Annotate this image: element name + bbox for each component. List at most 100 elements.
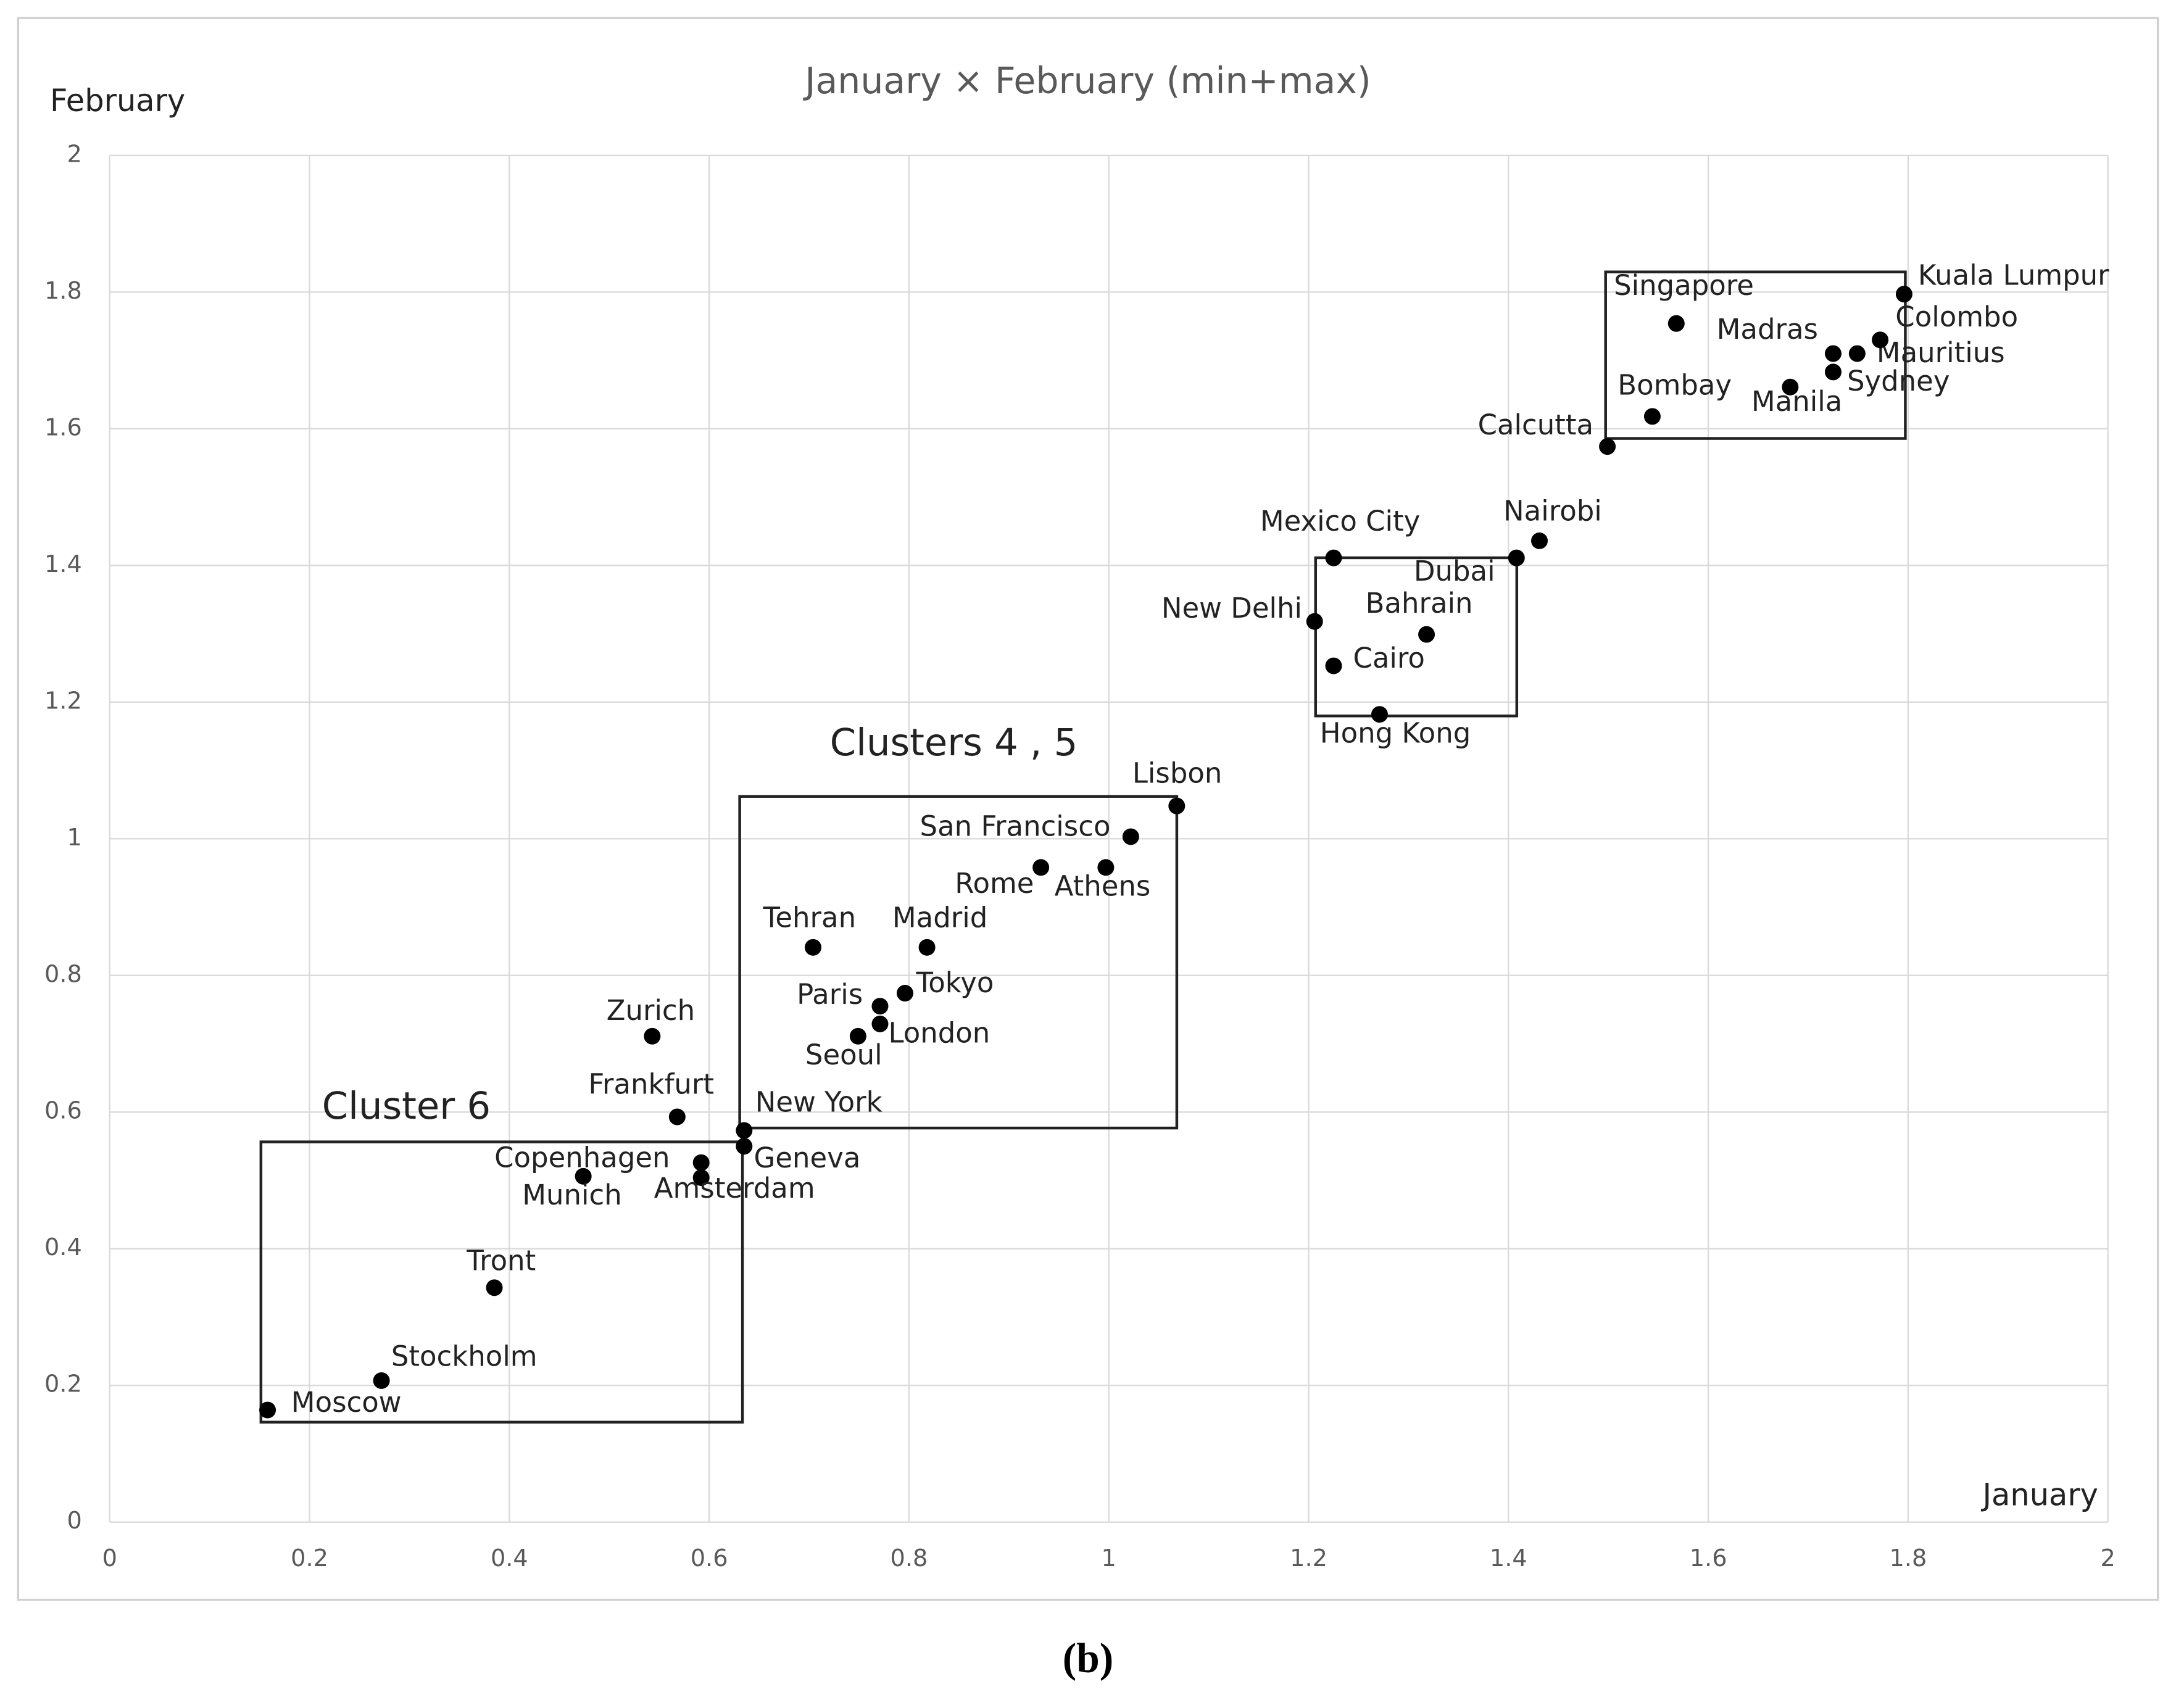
x-tick-label: 0.2 (291, 1545, 328, 1572)
x-tick-label: 1 (1102, 1545, 1116, 1572)
point (1325, 657, 1342, 674)
point (1824, 345, 1842, 362)
point (736, 1122, 753, 1139)
x-tick-label: 0 (102, 1545, 117, 1572)
point-label: London (888, 1016, 990, 1049)
point (1168, 797, 1186, 815)
point (1508, 549, 1525, 566)
point (1418, 626, 1435, 643)
annotation: Cluster 6 (322, 1085, 491, 1128)
y-tick-label: 0.8 (44, 961, 82, 988)
cluster-box (1314, 556, 1519, 718)
point-label: Singapore (1614, 269, 1754, 302)
point-label: Lisbon (1132, 757, 1223, 790)
point (871, 998, 889, 1015)
point-label: Paris (797, 978, 863, 1011)
y-tick-label: 1 (67, 824, 81, 852)
point (1371, 706, 1388, 723)
point-label: Sydney (1847, 365, 1950, 397)
point (259, 1401, 276, 1419)
point-label: Munich (522, 1179, 622, 1211)
point-label: Mauritius (1877, 336, 2005, 369)
point-label: Madrid (892, 901, 987, 934)
point (896, 985, 913, 1002)
cluster-boxes (259, 270, 1907, 1424)
point-label: New York (755, 1085, 882, 1118)
point (1872, 331, 1889, 349)
point (1824, 363, 1842, 381)
point (1097, 859, 1115, 876)
point (1599, 438, 1616, 455)
point (1848, 345, 1866, 362)
point (871, 1015, 889, 1032)
x-tick-label: 0.8 (891, 1545, 928, 1572)
x-tick-label: 1.2 (1290, 1545, 1327, 1572)
point (692, 1169, 710, 1187)
y-tick-label: 1.2 (44, 687, 82, 715)
x-tick-label: 1.6 (1690, 1545, 1727, 1572)
point-label: Moscow (291, 1386, 402, 1419)
point-label: Zurich (607, 994, 696, 1027)
point (1531, 532, 1548, 549)
point (1122, 828, 1139, 845)
y-tick-label: 2 (67, 141, 81, 168)
point-label: Cairo (1353, 642, 1424, 674)
point-label: Tokyo (915, 966, 994, 999)
point-label: Colombo (1895, 301, 2018, 333)
y-tick-label: 0.2 (44, 1371, 82, 1398)
point-label: Frankfurt (588, 1068, 714, 1101)
point-label: Seoul (805, 1038, 882, 1071)
grid: 0 0.2 0.4 0.6 0.8 1 1.2 1.4 1.6 1.8 2 0 0.2 0.4 0.6 0.8… (44, 141, 2116, 1572)
point (805, 939, 822, 956)
point-label: Hong Kong (1320, 716, 1471, 749)
cluster-box (1604, 270, 1907, 440)
x-tick-label: 1.4 (1490, 1545, 1527, 1572)
point-label: Geneva (754, 1142, 861, 1174)
point (575, 1167, 592, 1185)
point (1032, 859, 1050, 876)
point-label: Copenhagen (494, 1142, 670, 1174)
point-label: Rome (955, 867, 1034, 900)
point-label: Nairobi (1503, 494, 1602, 527)
y-axis-label: February (50, 83, 185, 118)
point (486, 1279, 503, 1296)
point-label: Amsterdam (654, 1172, 815, 1204)
point (736, 1138, 753, 1155)
point (668, 1108, 686, 1126)
cluster-box (259, 1140, 744, 1424)
point-label: Mexico City (1260, 505, 1420, 537)
cluster-box (738, 795, 1179, 1130)
point-label: Dubai (1414, 555, 1495, 587)
point (373, 1372, 390, 1389)
annotation: Clusters 4 , 5 (830, 721, 1078, 765)
y-tick-label: 1.6 (44, 414, 82, 441)
point-label: San Francisco (920, 810, 1111, 842)
y-tick-label: 1.4 (44, 551, 82, 578)
point-label: Tehran (763, 901, 857, 934)
point-label: Bahrain (1366, 587, 1473, 620)
chart-title: January × February (min+max) (802, 60, 1371, 102)
points: Moscow Stockholm Tront Munich CopenhagenAmst… (259, 259, 2109, 1419)
point (1895, 286, 1912, 303)
point-label: Calcutta (1478, 408, 1594, 441)
point-label: Stockholm (391, 1340, 538, 1372)
point (692, 1154, 710, 1171)
point-label: Athens (1055, 870, 1151, 903)
point-label: Tront (466, 1244, 536, 1277)
point-label: New Delhi (1161, 592, 1302, 624)
x-tick-label: 1.8 (1890, 1545, 1927, 1572)
point-label: Manila (1751, 385, 1842, 418)
y-tick-label: 0.4 (44, 1234, 82, 1261)
point-label: Bombay (1617, 369, 1732, 402)
point (1306, 613, 1323, 630)
y-tick-label: 1.8 (44, 278, 82, 305)
x-tick-label: 0.4 (491, 1545, 528, 1572)
point (1643, 408, 1661, 425)
y-tick-label: 0 (67, 1507, 81, 1535)
caption: (b) (1063, 1635, 1113, 1681)
point (1667, 315, 1685, 332)
y-tick-label: 0.6 (44, 1098, 82, 1125)
chart-frame (17, 17, 2159, 1601)
